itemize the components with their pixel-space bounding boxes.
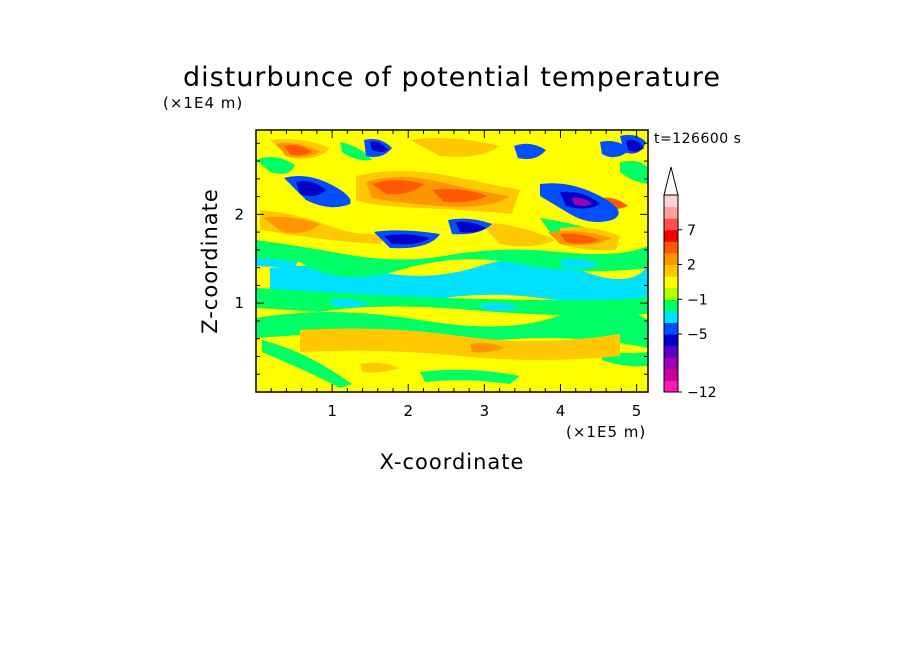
y-tick-label: 1	[234, 294, 244, 312]
heatmap-field	[256, 130, 648, 392]
field-layer-detail-bumps	[330, 258, 600, 373]
colorbar-bin	[664, 195, 678, 208]
colorbar-tick-label: −12	[687, 385, 717, 401]
colorbar-bin	[664, 276, 678, 289]
colorbar-extend-arrow	[663, 166, 679, 196]
x-axis-label: X-coordinate	[380, 450, 525, 474]
field-layer-red-orange	[284, 144, 628, 244]
colorbar-bin	[664, 345, 678, 358]
colorbar-bin	[664, 287, 678, 300]
colorbar-bin	[664, 368, 678, 381]
colorbar-bin	[664, 310, 678, 323]
colorbar: −12−5−127	[663, 166, 717, 401]
x-tick-label: 1	[327, 402, 337, 420]
time-label: t=126600 s	[654, 131, 741, 147]
colorbar-bin	[664, 357, 678, 370]
colorbar-bin	[664, 229, 678, 242]
colorbar-bin	[664, 334, 678, 347]
y-axis: 12	[234, 142, 648, 393]
colorbar-bin	[664, 380, 678, 393]
colorbar-bin	[664, 299, 678, 312]
x-tick-label: 4	[556, 402, 566, 420]
x-axis: 1 2 3 4 5	[255, 130, 642, 420]
colorbar-bin	[664, 264, 678, 277]
colorbar-tick-label: 7	[687, 223, 696, 239]
field-layer-purple	[572, 197, 592, 206]
colorbar-bin	[664, 218, 678, 231]
x-tick-label: 2	[403, 402, 413, 420]
x-axis-unit: (×1E5 m)	[566, 423, 646, 441]
colorbar-tick-label: −5	[687, 327, 708, 343]
colorbar-tick-label: 2	[687, 258, 696, 274]
y-axis-unit: (×1E4 m)	[163, 94, 243, 112]
colorbar-tick-label: −1	[687, 292, 708, 308]
plot-frame	[255, 129, 649, 393]
colorbar-bin	[664, 241, 678, 254]
y-axis-label: Z-coordinate	[198, 188, 222, 334]
colorbar-bin	[664, 322, 678, 335]
x-tick-label: 5	[632, 402, 642, 420]
colorbar-bin	[664, 206, 678, 219]
field-layer-upper-green	[256, 142, 648, 316]
x-tick-label: 3	[480, 402, 490, 420]
colorbar-bin	[664, 252, 678, 266]
chart-title: disturbunce of potential temperature	[183, 62, 721, 93]
y-tick-label: 2	[234, 205, 244, 223]
